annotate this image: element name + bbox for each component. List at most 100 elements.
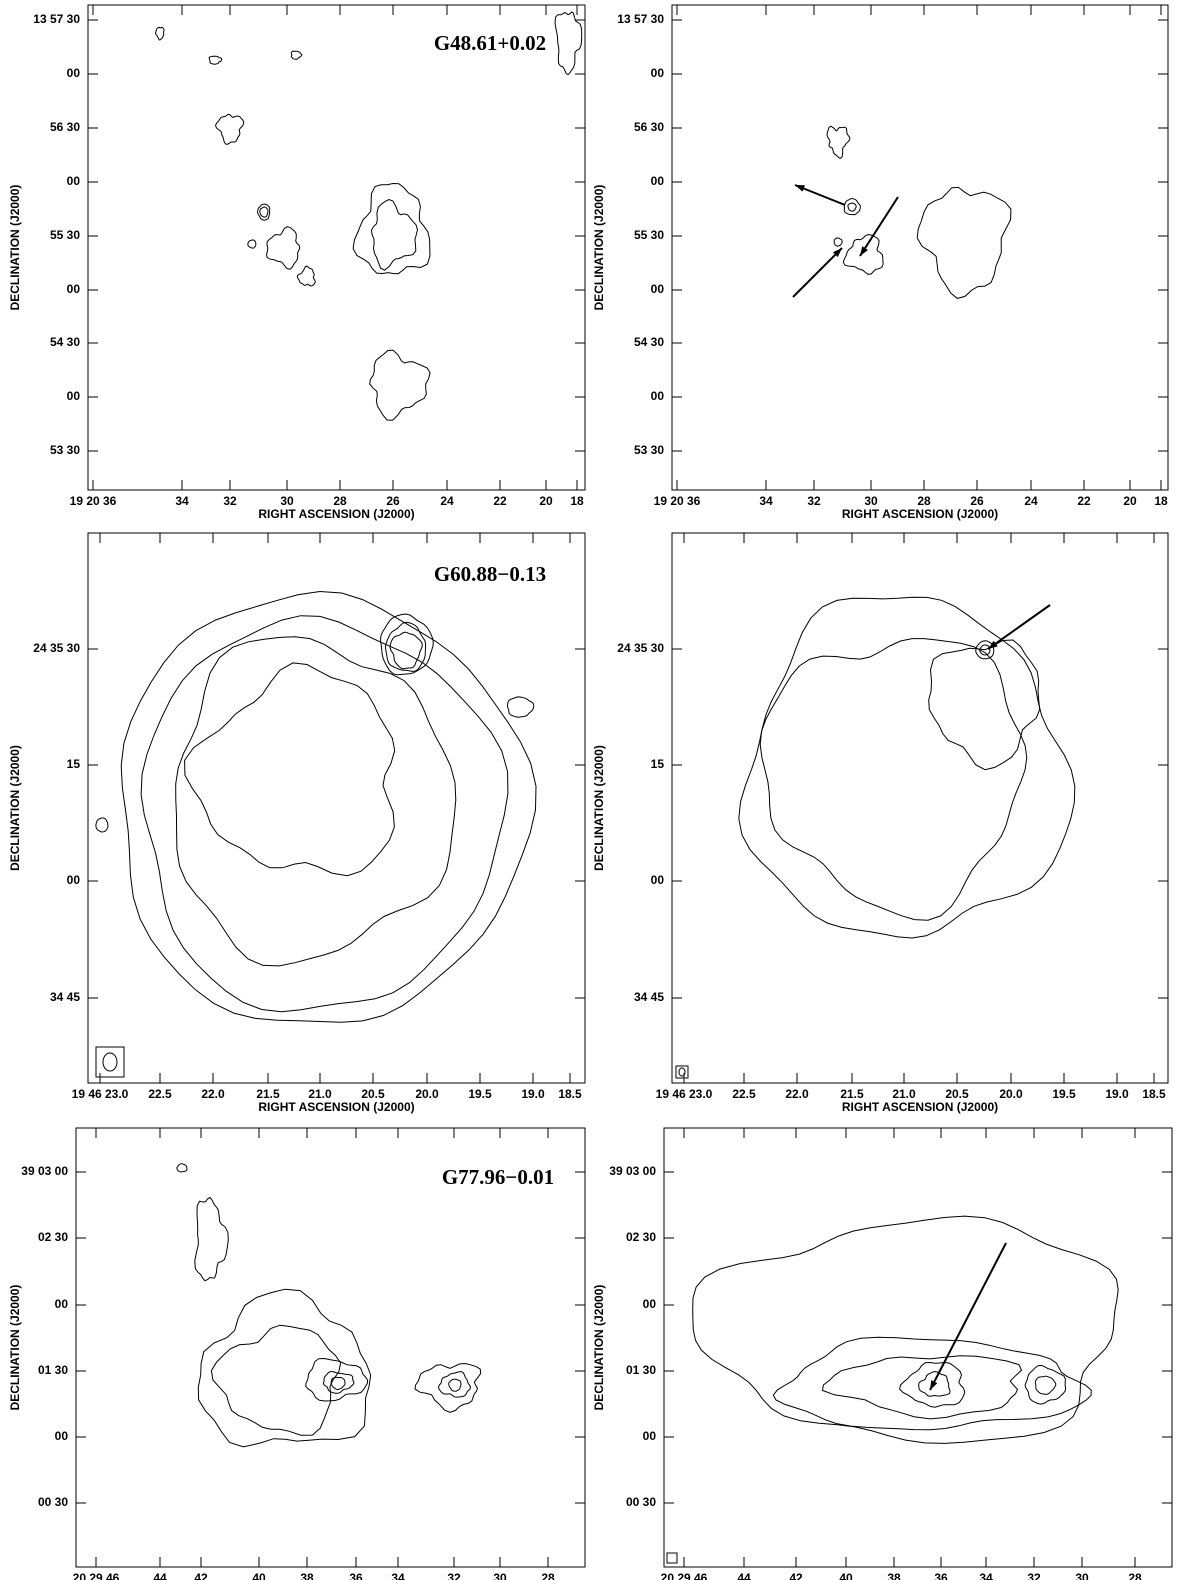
y-tick-label: 00 30 xyxy=(626,1495,656,1509)
contour xyxy=(330,1376,346,1391)
contour xyxy=(305,1357,369,1402)
x-tick-label: 44 xyxy=(153,1571,167,1580)
x-tick-label: 21.5 xyxy=(256,1087,280,1101)
y-tick-label: 00 xyxy=(643,1429,657,1443)
beam-box xyxy=(95,1046,125,1078)
panel-title: G60.88−0.13 xyxy=(434,562,546,586)
x-tick-label: 19 46 23.0 xyxy=(656,1087,713,1101)
x-tick-label: 42 xyxy=(194,1571,208,1580)
y-axis-label: DECLINATION (J2000) xyxy=(592,185,606,311)
x-tick-label: 20 29 46 xyxy=(661,1571,708,1580)
frame xyxy=(87,4,586,491)
x-tick-label: 19 20 36 xyxy=(70,494,117,508)
y-tick-label: 00 xyxy=(67,174,81,188)
contour xyxy=(916,186,1012,299)
y-tick-label: 00 xyxy=(55,1429,69,1443)
contour xyxy=(176,1163,188,1173)
x-tick-label: 28 xyxy=(541,1571,555,1580)
x-tick-label: 32 xyxy=(807,494,821,508)
x-tick-label: 28 xyxy=(1128,1571,1142,1580)
contour xyxy=(208,55,223,65)
contour xyxy=(1034,1375,1057,1395)
y-tick-label: 00 xyxy=(67,389,81,403)
x-tick-label: 18.5 xyxy=(558,1087,582,1101)
y-tick-label: 55 30 xyxy=(50,228,80,242)
y-tick-label: 34 45 xyxy=(50,990,80,1004)
y-tick-label: 56 30 xyxy=(50,120,80,134)
x-tick-label: 34 xyxy=(979,1571,993,1580)
panel: 19 20 36 34 32 30 28 26 24 22 20 18 13 57 30 00 56 3… xyxy=(592,4,1169,521)
y-tick-label: 34 45 xyxy=(634,990,664,1004)
contour xyxy=(155,26,165,41)
panel-title: G77.96−0.01 xyxy=(442,1165,554,1189)
x-tick-label: 21.5 xyxy=(840,1087,864,1101)
x-tick-label: 32 xyxy=(223,494,237,508)
x-tick-label: 20 xyxy=(1123,494,1137,508)
x-tick-label: 22.5 xyxy=(148,1087,172,1101)
x-axis-label: RIGHT ASCENSION (J2000) xyxy=(842,507,998,521)
y-tick-label: 00 xyxy=(67,873,81,887)
x-tick-label: 34 xyxy=(175,494,189,508)
y-tick-label: 53 30 xyxy=(50,443,80,457)
contour xyxy=(899,1361,966,1408)
contour xyxy=(322,1371,355,1394)
contour xyxy=(384,621,427,672)
contour xyxy=(738,596,1076,939)
contour xyxy=(259,206,269,218)
x-tick-label: 20.0 xyxy=(415,1087,439,1101)
contour xyxy=(847,202,857,212)
x-axis-label: RIGHT ASCENSION (J2000) xyxy=(258,1100,414,1114)
x-tick-label: 19.5 xyxy=(468,1087,492,1101)
arrow-head xyxy=(988,640,998,649)
x-tick-label: 30 xyxy=(864,494,878,508)
x-tick-label: 19 46 23.0 xyxy=(72,1087,129,1101)
arrow xyxy=(929,1242,1007,1391)
contour xyxy=(194,1196,229,1282)
contour xyxy=(210,1324,342,1436)
y-tick-label: 39 03 00 xyxy=(609,1164,656,1178)
y-tick-label: 55 30 xyxy=(634,228,664,242)
x-tick-label: 22 xyxy=(1077,494,1091,508)
contour xyxy=(389,631,423,670)
x-tick-label: 24 xyxy=(440,494,454,508)
contour xyxy=(197,1288,372,1448)
contour xyxy=(821,1355,1023,1420)
y-tick-label: 39 03 00 xyxy=(21,1164,68,1178)
x-tick-label: 20 xyxy=(539,494,553,508)
contour xyxy=(826,125,851,160)
panel: 19 20 36 34 32 30 28 26 24 22 20 18 13 57 30 00 56 3… xyxy=(8,4,586,521)
arrow-head xyxy=(860,246,868,256)
arrow-head xyxy=(832,248,842,258)
beam-box xyxy=(675,1065,689,1079)
x-tick-label: 20 29 46 xyxy=(73,1571,120,1580)
x-tick-label: 40 xyxy=(252,1571,266,1580)
y-tick-label: 53 30 xyxy=(634,443,664,457)
contour xyxy=(843,197,861,216)
x-tick-label: 30 xyxy=(1075,1571,1089,1580)
arrow xyxy=(987,604,1051,650)
y-tick-label: 54 30 xyxy=(50,335,80,349)
contour xyxy=(448,1378,462,1392)
x-tick-label: 26 xyxy=(970,494,984,508)
contour xyxy=(842,233,884,275)
beam-box xyxy=(666,1552,678,1564)
contour xyxy=(120,590,537,1023)
x-tick-label: 22 xyxy=(493,494,507,508)
panel: 19 46 23.0 22.5 22.0 21.5 21.0 20.5 20.0 19.5 19… xyxy=(8,532,586,1114)
x-tick-label: 30 xyxy=(280,494,294,508)
x-tick-label: 36 xyxy=(934,1571,948,1580)
y-tick-label: 00 30 xyxy=(38,1495,68,1509)
contour xyxy=(928,639,1041,771)
arrow-head xyxy=(795,185,805,192)
y-tick-label: 56 30 xyxy=(634,120,664,134)
contour xyxy=(975,640,995,660)
contour xyxy=(437,1370,472,1398)
y-axis-label: DECLINATION (J2000) xyxy=(8,185,22,311)
frame xyxy=(75,1127,586,1568)
contour xyxy=(759,638,1028,921)
y-tick-label: 00 xyxy=(651,66,665,80)
contour xyxy=(678,1067,686,1077)
contour xyxy=(140,615,509,1013)
y-tick-label: 00 xyxy=(55,1297,69,1311)
